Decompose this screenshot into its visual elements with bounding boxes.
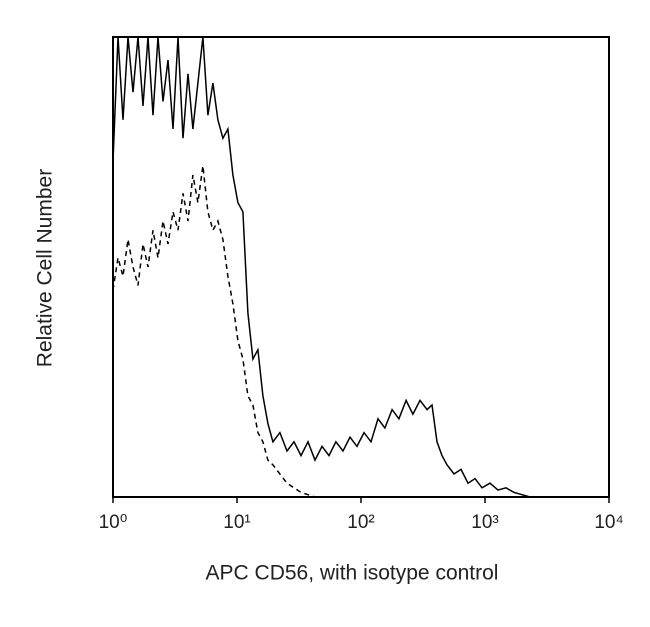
y-axis-label: Relative Cell Number xyxy=(34,169,57,367)
x-tick-label: 10⁴ xyxy=(594,512,623,533)
x-axis-label: APC CD56, with isotype control xyxy=(206,562,499,585)
x-tick-label: 10³ xyxy=(471,512,498,533)
plot-frame xyxy=(112,36,610,498)
x-tick-label: 10⁰ xyxy=(99,512,128,533)
series-line xyxy=(112,165,530,498)
x-tick-label: 10¹ xyxy=(223,512,250,533)
series-line xyxy=(112,36,531,498)
x-tick-label: 10² xyxy=(347,512,374,533)
